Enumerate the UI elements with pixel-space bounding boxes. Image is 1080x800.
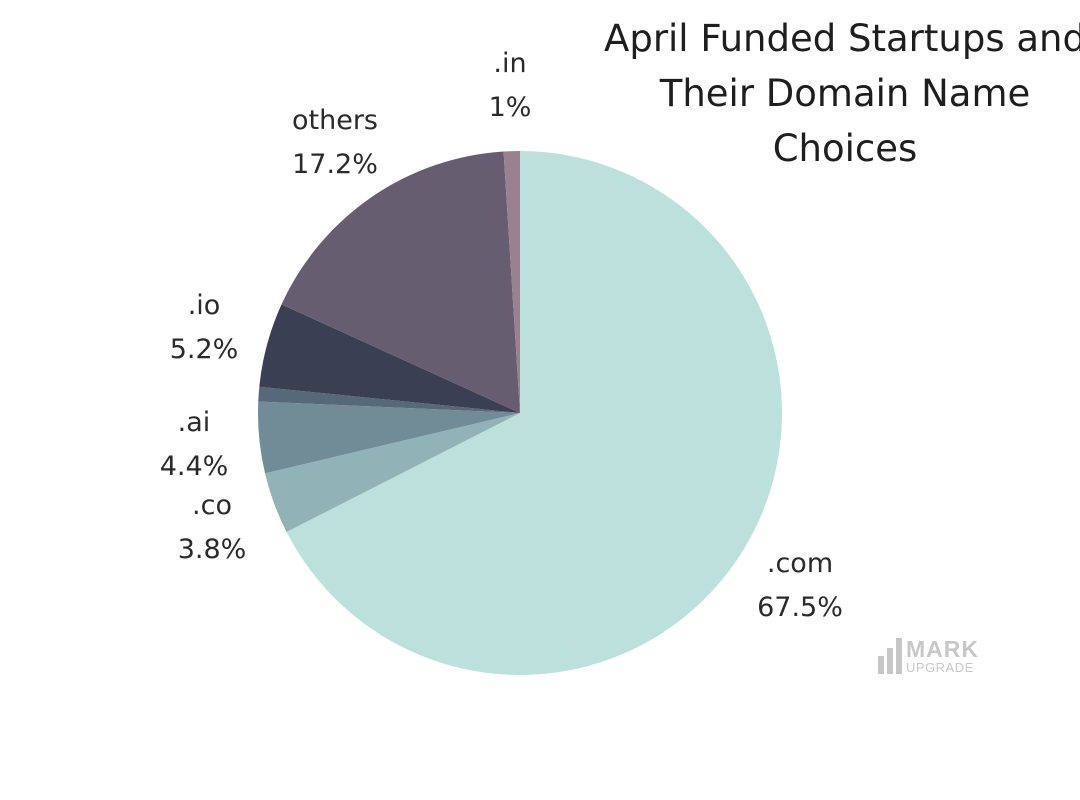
watermark-logo: MARK UPGRADE <box>878 638 979 674</box>
chart-title-line: Their Domain Name <box>659 72 1031 115</box>
chart-title-line: Choices <box>772 127 918 170</box>
slice-label-value: 5.2% <box>169 334 239 365</box>
pie-slice-unlabeled <box>258 386 520 413</box>
slice-label-value: 3.8% <box>177 534 247 565</box>
slice-label-name: .co <box>192 490 232 521</box>
chart-title-line: April Funded Startups and <box>604 17 1080 60</box>
slice-label-com: .com 67.5% <box>757 542 843 630</box>
slice-label-value: 67.5% <box>757 592 843 623</box>
watermark-text-bottom: UPGRADE <box>906 660 974 675</box>
pie-slice-in <box>503 151 520 413</box>
slice-label-value: 17.2% <box>292 149 378 180</box>
slice-label-name: .io <box>187 290 221 321</box>
slice-label-io: .io 5.2% <box>170 284 239 372</box>
slice-label-in: .in 1% <box>489 42 532 130</box>
watermark-text-top: MARK <box>906 636 979 662</box>
slice-label-others: others 17.2% <box>292 99 378 187</box>
bar-chart-icon <box>878 638 902 674</box>
slice-label-name: others <box>292 105 378 136</box>
slice-label-name: .ai <box>177 407 211 438</box>
pie-slice-ai <box>257 401 520 474</box>
pie-slice-co <box>265 413 520 532</box>
slice-label-co: .co 3.8% <box>178 484 247 572</box>
slice-label-value: 1% <box>488 92 532 123</box>
pie-slice-io <box>259 304 520 413</box>
slice-label-ai: .ai 4.4% <box>160 401 229 489</box>
pie-slice-others <box>281 151 520 413</box>
slice-label-name: .com <box>766 548 834 579</box>
slice-label-name: .in <box>493 48 527 79</box>
slice-label-value: 4.4% <box>159 451 229 482</box>
pie-slice-com <box>286 151 783 675</box>
